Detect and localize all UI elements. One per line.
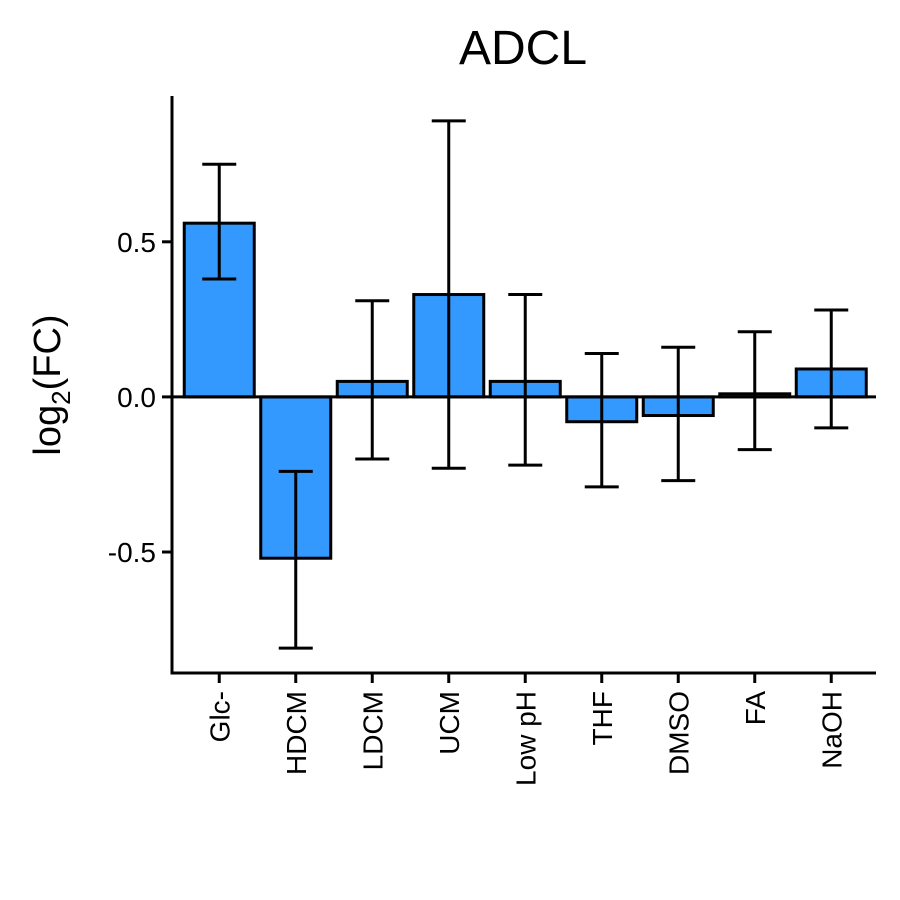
error-bar-dmso — [661, 345, 696, 483]
error-bar-fa — [737, 330, 772, 452]
x-ticks-group: Glc- HDCM LDCM UCM Low pH THF DMSO FA NaOH — [204, 673, 847, 786]
y-tick-label: 0.0 — [117, 382, 156, 413]
x-tick-label: NaOH — [816, 691, 847, 769]
x-tick-label: Glc- — [204, 691, 235, 742]
x-tick-label: LDCM — [357, 691, 388, 770]
error-bar-low-ph — [508, 293, 543, 467]
chart-title: ADCL — [459, 22, 587, 75]
y-axis-label-tail: (FC) — [27, 314, 69, 390]
error-bar-naoh — [814, 308, 849, 430]
y-axis-label-subscript: 2 — [46, 390, 76, 404]
x-tick-label: FA — [740, 691, 771, 726]
error-bar-ldcm — [355, 299, 390, 461]
y-ticks-group: 0.5 0.0 -0.5 — [108, 227, 172, 568]
x-tick-label: UCM — [434, 691, 465, 755]
error-bar-glc- — [202, 162, 237, 281]
x-tick-label: THF — [587, 691, 618, 745]
y-axis-label-main: log — [27, 405, 69, 456]
x-tick-label: DMSO — [663, 691, 694, 775]
error-bar-ucm — [431, 119, 466, 470]
x-tick-label: Low pH — [510, 691, 541, 786]
error-bar-thf — [584, 351, 619, 489]
error-bars-group — [202, 119, 849, 650]
y-axis-label: log2(FC) — [27, 314, 76, 455]
y-tick-label: -0.5 — [108, 537, 156, 568]
y-tick-label: 0.5 — [117, 227, 156, 258]
error-bar-hdcm — [278, 469, 313, 650]
axes-group — [170, 96, 876, 675]
x-tick-label: HDCM — [281, 691, 312, 775]
